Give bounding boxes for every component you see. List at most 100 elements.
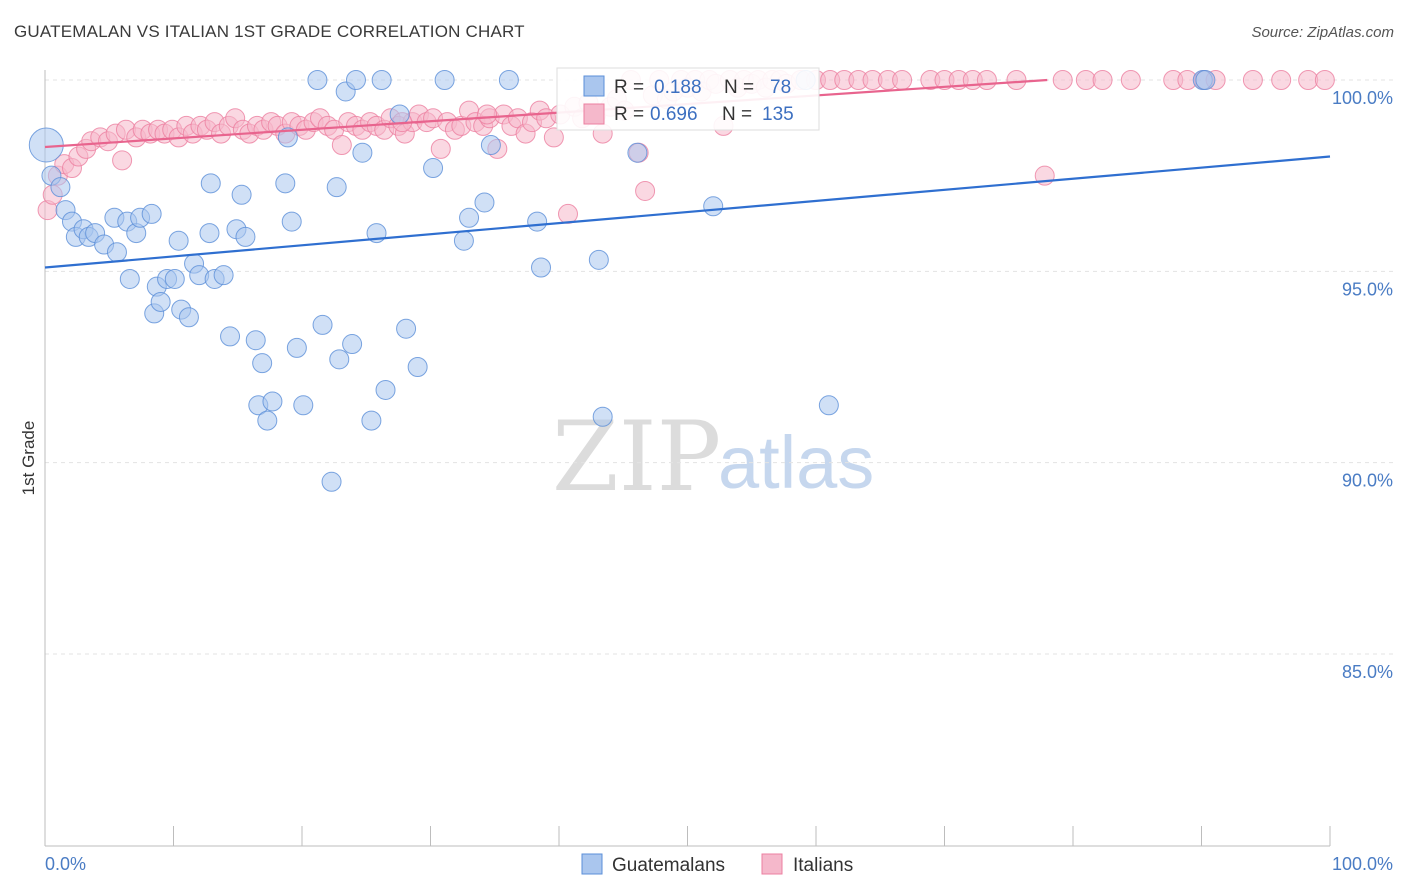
point-guatemalans: [627, 142, 648, 163]
y-tick-label: 85.0%: [1342, 662, 1393, 682]
point-italians: [976, 70, 997, 90]
point-italians: [1298, 70, 1319, 90]
stats-swatch-italians: [583, 103, 605, 125]
point-guatemalans: [200, 173, 221, 194]
stats-r-value-guatemalans: 0.188: [654, 77, 702, 98]
point-guatemalans: [106, 242, 127, 263]
point-guatemalans: [213, 265, 234, 286]
point-italians: [331, 135, 352, 156]
point-guatemalans: [342, 334, 363, 355]
point-guatemalans: [168, 230, 189, 251]
point-guatemalans: [407, 357, 428, 377]
point-guatemalans: [592, 406, 613, 427]
point-guatemalans: [286, 337, 307, 358]
point-italians: [112, 150, 133, 171]
point-guatemalans: [141, 203, 162, 224]
point-guatemalans: [498, 70, 519, 90]
y-tick-label: 100.0%: [1332, 88, 1393, 108]
stats-r-label-italians: R =: [614, 104, 644, 125]
point-guatemalans: [220, 326, 241, 347]
point-guatemalans: [474, 192, 495, 213]
stats-r-label-guatemalans: R =: [614, 77, 644, 98]
stats-legend: R = 0.188 N = 78 R = 0.696 N = 135: [556, 67, 820, 131]
point-italians: [1271, 70, 1292, 90]
stats-n-label-italians: N =: [722, 104, 752, 125]
y-tick-labels: 100.0% 95.0% 90.0% 85.0%: [1332, 88, 1393, 682]
point-guatemalans: [480, 135, 501, 156]
point-guatemalans: [389, 104, 410, 125]
point-guatemalans: [1195, 70, 1216, 90]
point-italians: [1052, 70, 1073, 90]
legend-swatch-italians: [761, 853, 783, 875]
grid-lines: [45, 79, 1393, 655]
point-italians: [1075, 70, 1096, 90]
point-guatemalans: [453, 230, 474, 251]
point-guatemalans: [423, 158, 444, 179]
point-italians: [892, 70, 913, 90]
point-guatemalans: [293, 395, 314, 416]
point-guatemalans: [326, 177, 347, 198]
x-tick-min: 0.0%: [45, 854, 86, 874]
point-guatemalans: [178, 307, 199, 328]
point-guatemalans: [329, 349, 350, 370]
legend-label-guatemalans: Guatemalans: [612, 855, 725, 876]
point-guatemalans: [235, 226, 256, 247]
point-guatemalans: [231, 184, 252, 205]
point-guatemalans: [277, 127, 298, 148]
bottom-legend: Guatemalans Italians: [581, 853, 853, 876]
point-italians: [557, 203, 578, 224]
point-guatemalans: [252, 353, 273, 374]
point-guatemalans: [262, 391, 283, 412]
point-italians: [543, 127, 564, 148]
trendline-guatemalans: [44, 155, 1331, 269]
point-guatemalans: [588, 249, 609, 270]
point-guatemalans: [375, 379, 396, 400]
point-guatemalans: [275, 173, 296, 194]
point-guatemalans: [459, 207, 480, 228]
point-guatemalans: [50, 177, 71, 198]
point-italians: [635, 180, 656, 201]
stats-swatch-guatemalans: [583, 75, 605, 97]
x-axis-ticks: [44, 826, 1331, 846]
point-guatemalans: [164, 268, 185, 289]
stats-r-value-italians: 0.696: [650, 104, 698, 125]
point-guatemalans: [371, 70, 392, 90]
stats-n-value-guatemalans: 78: [770, 77, 791, 98]
point-guatemalans: [818, 395, 839, 416]
series-guatemalans-points: [28, 70, 1216, 492]
point-guatemalans: [199, 223, 220, 244]
point-guatemalans: [361, 410, 382, 431]
stats-n-label-guatemalans: N =: [724, 77, 754, 98]
point-guatemalans: [281, 211, 302, 232]
point-guatemalans: [312, 314, 333, 335]
point-guatemalans: [245, 330, 266, 351]
source-credit: Source: ZipAtlas.com: [1251, 24, 1394, 41]
point-guatemalans: [150, 291, 171, 312]
stats-n-value-italians: 135: [762, 104, 794, 125]
x-tick-max: 100.0%: [1332, 854, 1393, 874]
legend-label-italians: Italians: [793, 855, 853, 876]
trendline-italians: [44, 78, 1048, 149]
point-italians: [1092, 70, 1113, 90]
legend-swatch-guatemalans: [581, 853, 603, 875]
point-guatemalans: [307, 70, 328, 90]
point-guatemalans: [119, 268, 140, 289]
point-guatemalans: [345, 70, 366, 90]
point-italians: [1242, 70, 1263, 90]
watermark-zip: ZIP: [552, 401, 721, 513]
point-italians: [477, 104, 498, 125]
y-tick-label: 95.0%: [1342, 279, 1393, 299]
point-italians: [430, 138, 451, 159]
point-italians: [1120, 70, 1141, 90]
y-axis-label: 1st Grade: [19, 421, 38, 496]
point-guatemalans: [257, 410, 278, 431]
chart-title: GUATEMALAN VS ITALIAN 1ST GRADE CORRELAT…: [14, 22, 525, 41]
point-italians: [1006, 70, 1027, 90]
point-guatemalans: [321, 471, 342, 492]
point-italians: [1314, 70, 1335, 90]
point-guatemalans: [527, 211, 548, 232]
point-guatemalans: [531, 257, 552, 278]
point-guatemalans: [703, 196, 724, 217]
point-guatemalans: [352, 142, 373, 163]
